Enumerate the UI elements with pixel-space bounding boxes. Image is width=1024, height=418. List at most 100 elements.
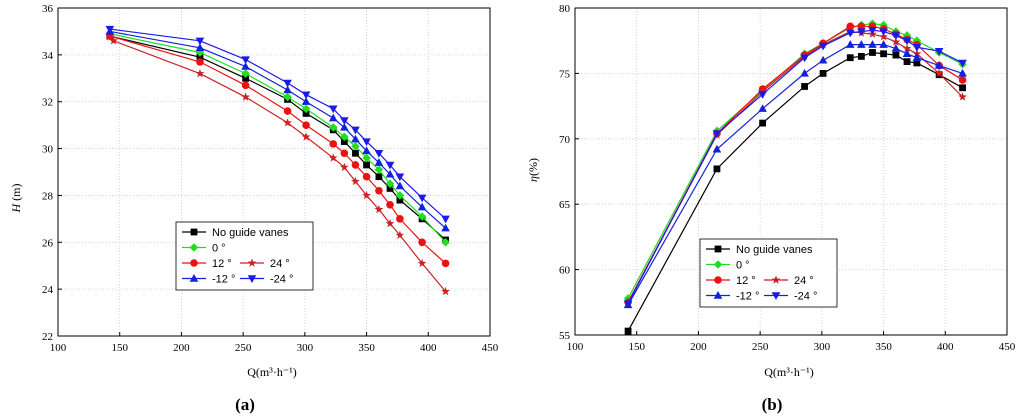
panel-a-legend-marker (247, 275, 257, 283)
panel-a-series-1-point (385, 179, 395, 189)
panel-a-series-5-point (362, 138, 371, 147)
panel-a-series-3-point (301, 132, 311, 141)
panel-a-legend-marker (190, 259, 198, 267)
panel-a-series-4-point (241, 62, 250, 70)
panel-b-series-5 (623, 27, 967, 309)
panel-a-series-5-point (301, 91, 311, 100)
panel-a-series-4 (105, 26, 450, 232)
panel-b-series-2-point (958, 76, 967, 84)
panel-a-series-4-point (283, 85, 292, 94)
panel-a-x-tick-label: 250 (235, 342, 252, 354)
panel-a-series-5-point (395, 173, 405, 182)
panel-a-y-tick-label: 32 (42, 97, 53, 109)
panel-a-y-tick-label: 30 (42, 144, 54, 156)
panel-b-series-4-point (845, 40, 855, 48)
panel-b-series-5-point (857, 28, 866, 37)
panel-a-legend-label: -24 ° (270, 274, 293, 286)
panel-a-legend-item-3: 24 ° (240, 258, 290, 270)
panel-a-legend-item-0: No guide vanes (182, 227, 289, 239)
panel-a-series-5 (105, 25, 450, 224)
panel-a-series-1-point (340, 132, 349, 142)
panel-a-series-2-point (302, 121, 310, 129)
panel-a-series-4-point (417, 202, 427, 211)
panel-a-legend-item-4: -12 ° (182, 274, 235, 286)
panel-b-legend-label: 24 ° (794, 275, 814, 287)
panel-a-series-4-point (362, 146, 371, 155)
panel-a-x-tick-label: 400 (420, 342, 437, 354)
panel-a-series-0-point (352, 149, 359, 157)
panel-a-series-0 (106, 32, 449, 244)
panel-a-series-3-point (351, 176, 360, 186)
panel-b-series-2-point (857, 22, 866, 31)
panel-a-legend-item-2: 12 ° (182, 258, 232, 270)
panel-a-series-3-point (417, 258, 427, 268)
panel-b-series-3-point (902, 43, 912, 53)
panel-a-legend-label: 24 ° (270, 258, 290, 270)
panel-a-y-tick-label: 28 (42, 190, 54, 202)
panel-a-series-2-point (418, 238, 426, 247)
panel-b-legend: No guide vanes 0 ° 12 ° 24 ° -12 ° -24 ° (699, 238, 838, 308)
panel-b-x-tick-label: 200 (690, 341, 707, 353)
panel-a-y-tick-label: 22 (42, 331, 53, 343)
panel-b-series-4-point (958, 68, 967, 77)
panel-b-series-5-point (912, 44, 922, 52)
panel-b-series-5-point (845, 29, 855, 38)
panel-a-series-0-line (109, 35, 446, 241)
panel-b-series-0-point (913, 59, 921, 67)
panel-a-legend-label: 12 ° (212, 258, 232, 270)
panel-a-series-3-point (195, 69, 205, 78)
panel-a-x-tick-label: 150 (111, 342, 128, 354)
panel-b-series-5-point (623, 300, 633, 309)
panel-b-tag: (b) (762, 395, 783, 414)
panel-a-x-tick-label: 450 (482, 342, 499, 354)
panel-a-series-2-point (351, 161, 360, 169)
panel-b-series-4-point (879, 40, 888, 48)
panel-b-x-tick-label: 300 (814, 341, 831, 353)
panel-b-y-tick-label: 60 (559, 265, 571, 277)
panel-b-y-tick-label: 55 (559, 330, 571, 342)
panel-b-series-0-point (959, 84, 966, 92)
panel-a-legend-marker (189, 274, 199, 282)
panel-a-head-chart: 100 150 200 250 300 350 400 450 22 24 26 28 30 32 34 36… (9, 3, 499, 414)
panel-a-series-layer (105, 25, 450, 296)
panel-a-series-3-point (395, 230, 405, 239)
panel-b-legend-marker (771, 292, 781, 300)
panel-a-series-5-point (241, 56, 250, 65)
panel-a-series-4-point (374, 158, 384, 166)
panel-b-x-tick-label: 250 (752, 341, 769, 353)
panel-a-series-0-point (302, 110, 310, 117)
panel-a-series-1-point (395, 191, 405, 200)
panel-b-series-4-point (912, 53, 922, 61)
panel-a-series-3-point (328, 153, 338, 162)
panel-b-x-tick-label: 450 (999, 341, 1016, 353)
panel-a-series-0-point (396, 196, 404, 204)
panel-b-series-5-point (934, 47, 944, 56)
panel-b-y-tick-label: 75 (559, 68, 571, 80)
panel-b-plot-frame (574, 7, 1008, 336)
panel-b-series-5-point (818, 42, 828, 51)
panel-b-legend-label: No guide vanes (736, 244, 813, 256)
panel-b-series-0-point (880, 50, 887, 58)
panel-a-series-0-point (363, 161, 370, 169)
panel-a-xlabel: Q(m³·h⁻¹) (247, 365, 297, 379)
panel-a-legend-marker (190, 228, 198, 236)
panel-a-series-3-point (362, 190, 371, 200)
panel-a-plot-frame (57, 7, 491, 337)
panel-b-legend-item-4: -12 ° (706, 291, 759, 303)
panel-b-series-0-point (846, 54, 854, 62)
panel-b-series-3-point (958, 92, 967, 101)
panel-b-series-5-point (879, 28, 888, 37)
panel-a-series-4-point (395, 181, 405, 190)
panel-b-ylabel: η(%) (526, 158, 540, 182)
panel-a-series-1-point (301, 104, 311, 114)
panel-a-series-2-point (283, 107, 292, 115)
panel-a-series-0-point (386, 185, 394, 192)
panel-a-series-3-point (374, 204, 384, 214)
panel-b-x-tick-label: 400 (937, 341, 954, 353)
panel-b-legend-marker (713, 260, 723, 269)
panel-a-series-5-point (195, 37, 205, 46)
panel-a-series-5-point (385, 161, 395, 170)
panel-b-axes: 100 150 200 250 300 350 400 450 55 60 65 70 75 80 (559, 3, 1016, 353)
panel-b-y-tick-label: 65 (559, 199, 571, 211)
panel-a-series-3-point (441, 286, 450, 296)
